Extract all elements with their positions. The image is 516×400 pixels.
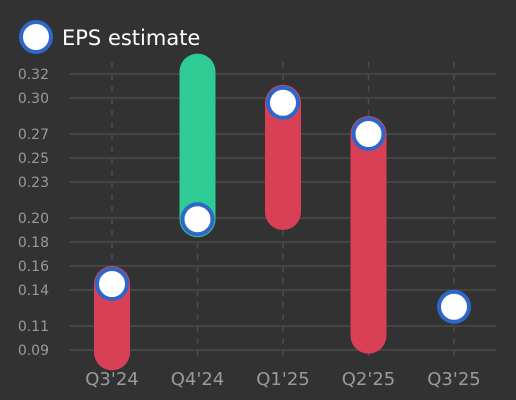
range-bar	[350, 116, 387, 354]
range-bar	[265, 84, 301, 230]
y-tick-label: 0.09	[18, 343, 49, 359]
y-tick-label: 0.14	[18, 283, 49, 299]
estimate-marker	[437, 289, 471, 324]
x-tick-label: Q2'25	[342, 369, 395, 390]
x-axis: Q3'24 Q4'24 Q1'25 Q2'25 Q3'25	[85, 369, 480, 390]
estimate-marker	[266, 85, 300, 120]
estimate-marker	[95, 267, 129, 301]
x-tick-label: Q4'24	[171, 369, 224, 390]
y-tick-label: 0.32	[18, 67, 49, 83]
y-tick-label: 0.25	[18, 151, 49, 167]
y-tick-label: 0.18	[18, 235, 49, 251]
y-axis: 0.09 0.11 0.14 0.16 0.18 0.20 0.23 0.25 0.27 0.30…	[18, 67, 49, 359]
x-tick-label: Q3'25	[427, 369, 480, 390]
x-tick-label: Q3'24	[85, 369, 138, 390]
legend: EPS estimate	[19, 20, 200, 54]
y-tick-label: 0.20	[18, 211, 49, 227]
x-tick-label: Q1'25	[256, 369, 309, 390]
y-tick-label: 0.23	[18, 175, 49, 191]
y-tick-label: 0.11	[18, 319, 49, 335]
estimate-markers	[95, 85, 471, 324]
legend-marker	[19, 20, 53, 54]
legend-label: EPS estimate	[62, 26, 200, 50]
y-tick-label: 0.16	[18, 259, 49, 275]
y-tick-label: 0.30	[18, 91, 49, 107]
range-bar	[179, 53, 216, 238]
range-bars	[94, 53, 387, 371]
y-tick-label: 0.27	[18, 127, 49, 143]
estimate-marker	[180, 202, 215, 237]
estimate-marker	[351, 117, 386, 151]
